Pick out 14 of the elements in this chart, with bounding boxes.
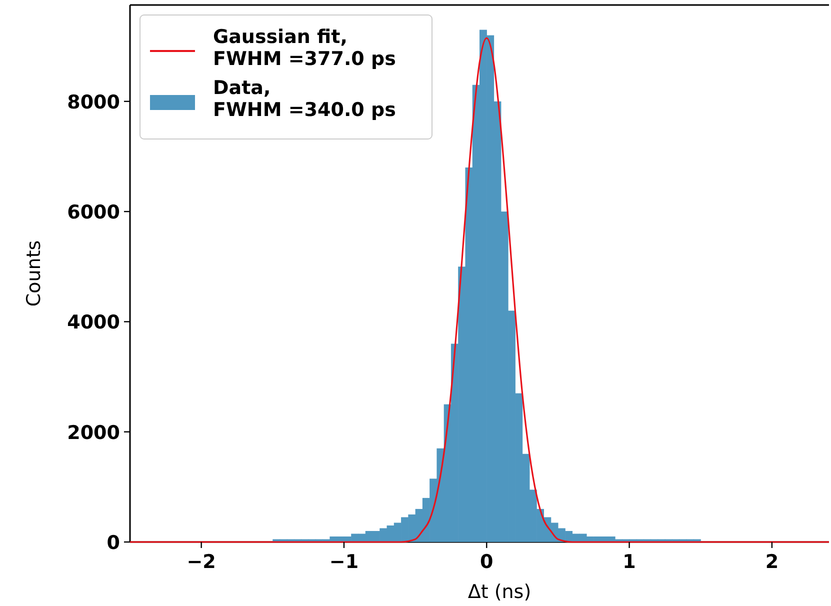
x-tick-label: 1: [622, 551, 636, 573]
y-tick-label: 8000: [67, 91, 120, 114]
y-tick-label: 2000: [67, 422, 120, 444]
x-tick-label: −2: [186, 551, 216, 573]
legend-label: Gaussian fit, FWHM =377.0 ps: [213, 26, 396, 70]
x-axis-title: Δt (ns): [468, 581, 532, 603]
x-tick-label: −1: [329, 551, 359, 573]
y-axis-title: Counts: [23, 240, 45, 307]
y-tick-label: 6000: [67, 202, 120, 224]
y-tick-label: 4000: [67, 312, 120, 334]
x-tick-label: 0: [480, 551, 494, 573]
y-tick-label: 0: [106, 532, 120, 554]
legend-label: Data, FWHM =340.0 ps: [213, 77, 396, 121]
x-tick-label: 2: [765, 551, 779, 573]
